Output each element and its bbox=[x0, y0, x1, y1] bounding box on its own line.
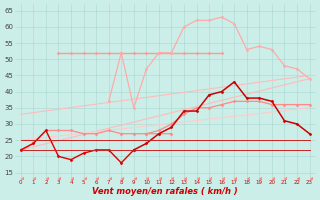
X-axis label: Vent moyen/en rafales ( km/h ): Vent moyen/en rafales ( km/h ) bbox=[92, 187, 238, 196]
